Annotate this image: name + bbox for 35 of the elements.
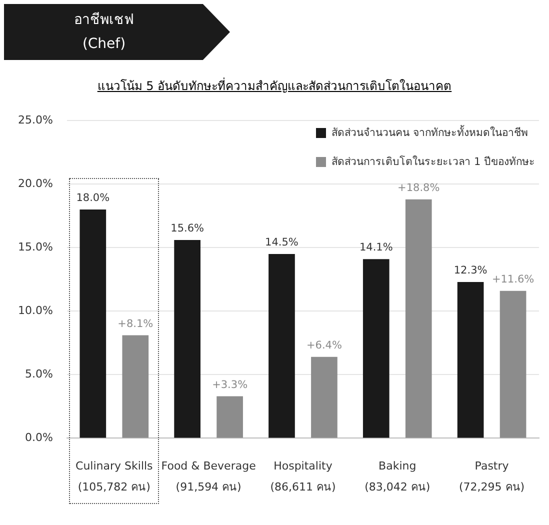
data-label: +11.6% xyxy=(492,273,534,286)
data-label: +3.3% xyxy=(212,378,248,391)
data-label: 14.1% xyxy=(359,242,393,254)
x-tick-label: Baking (83,042 คน) xyxy=(364,460,430,494)
data-label: 18.0% xyxy=(76,192,110,204)
chart-title: อาชีพเชฟ (Chef) xyxy=(73,11,135,54)
x-tick-label: Hospitality (86,611 คน) xyxy=(270,460,336,494)
data-label: 14.5% xyxy=(265,236,298,248)
data-label: +6.4% xyxy=(306,339,342,352)
legend-label: สัดส่วนจำนวนคน จากทักษะทั้งหมดในอาชีพ xyxy=(332,124,528,141)
bar xyxy=(457,282,484,438)
bar xyxy=(268,254,295,438)
x-tick-label: Pastry (72,295 คน) xyxy=(459,460,525,494)
bar xyxy=(311,356,338,438)
y-tick-label: 5.0% xyxy=(24,368,53,381)
bar xyxy=(80,210,106,438)
bar xyxy=(216,396,243,438)
data-label: 12.3% xyxy=(454,264,488,276)
chart-subtitle: แนวโน้ม 5 อันดับทักษะที่ความสำคัญและสัดส่วนการเติบโตในอนาคต xyxy=(96,76,453,95)
y-tick-label: 0.0% xyxy=(24,431,53,444)
bar xyxy=(362,259,390,438)
bar xyxy=(122,335,149,438)
bar xyxy=(405,199,432,438)
data-label: 15.6% xyxy=(170,222,204,234)
bar xyxy=(174,240,200,438)
y-tick-label: 15.0% xyxy=(18,240,53,254)
x-tick-label: Culinary Skills (105,782 คน) xyxy=(76,460,154,494)
legend-label: สัดส่วนการเติบโตในระยะเวลา 1 ปีของทักษะ xyxy=(332,154,535,170)
data-label: +18.8% xyxy=(398,182,440,194)
data-label: +8.1% xyxy=(118,318,154,330)
y-tick-label: 25.0% xyxy=(18,113,53,126)
x-tick-label: Food & Beverage (91,594 คน) xyxy=(161,460,256,494)
y-tick-label: 20.0% xyxy=(18,176,53,190)
y-tick-label: 10.0% xyxy=(18,304,53,318)
bar xyxy=(500,290,526,438)
